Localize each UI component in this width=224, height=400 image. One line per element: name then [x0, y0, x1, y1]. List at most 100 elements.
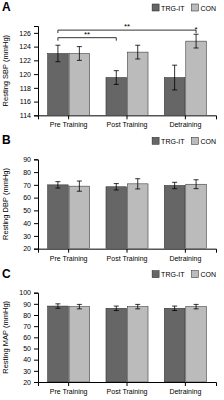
x-tick-mark	[127, 249, 128, 253]
y-tick-mark	[34, 337, 38, 338]
y-tick-label: 30	[23, 233, 31, 240]
annotations: *****	[58, 22, 198, 41]
error-bar	[172, 65, 177, 90]
y-tick: 124	[19, 43, 38, 50]
series	[48, 304, 185, 382]
bar	[164, 308, 185, 382]
x-tick-label: Detraining	[169, 255, 201, 263]
bar	[48, 185, 69, 249]
y-tick-label: 80	[23, 169, 31, 176]
significance-label: *	[195, 25, 198, 34]
x-axis: Pre TrainingPost TrainingDetraining	[39, 382, 217, 396]
y-tick: 126	[19, 30, 38, 37]
legend: TRG-ITCON	[152, 137, 216, 145]
y-tick-label: 116	[20, 98, 31, 105]
x-tick-mark	[68, 382, 69, 386]
y-tick-mark	[34, 102, 38, 103]
error-bar	[194, 34, 199, 48]
y-tick-label: 30	[23, 368, 31, 375]
y-axis-title: Resting DBP (mmHg)	[1, 168, 10, 240]
y-tick: 60	[23, 334, 38, 341]
panel-title: A	[2, 0, 11, 14]
legend-label: TRG-IT	[161, 271, 185, 278]
bar	[186, 307, 207, 382]
legend-label: TRG-IT	[161, 138, 185, 145]
error-bar	[55, 45, 60, 61]
y-tick-label: 40	[23, 356, 31, 363]
bar	[186, 41, 207, 115]
y-tick-mark	[34, 33, 38, 34]
x-tick: Detraining	[169, 249, 201, 263]
x-tick-mark	[127, 115, 128, 119]
x-tick: Detraining	[169, 115, 201, 129]
y-tick: 40	[23, 220, 38, 227]
y-tick-mark	[34, 304, 38, 305]
panel-title: B	[2, 133, 11, 147]
error-bar	[114, 71, 119, 85]
y-tick-mark	[34, 47, 38, 48]
y-tick-mark	[34, 60, 38, 61]
y-tick-label: 120	[19, 71, 31, 78]
y-tick: 100	[19, 289, 38, 296]
y-tick-mark	[34, 236, 38, 237]
legend-label: CON	[200, 271, 216, 278]
error-bar	[77, 47, 82, 61]
figure: 114 116 118 120 122 124 126 Pre TrainingPost Tr…	[0, 0, 224, 400]
legend-item: TRG-IT	[152, 4, 185, 12]
error-bar	[55, 304, 60, 308]
y-tick-mark	[34, 315, 38, 316]
x-tick-label: Pre Training	[50, 121, 88, 129]
plot-marks	[48, 34, 207, 115]
bar	[186, 184, 207, 248]
x-tick: Pre Training	[50, 115, 88, 129]
y-tick: 20	[23, 245, 38, 252]
panel: 114116118120122124126Pre TrainingPost Tr…	[1, 0, 217, 129]
legend-label: TRG-IT	[161, 5, 185, 12]
y-tick-label: 114	[20, 112, 31, 119]
legend-swatch	[152, 4, 159, 11]
x-tick: Pre Training	[50, 382, 88, 396]
y-tick: 50	[23, 207, 38, 214]
y-axis: 2030405060708090	[23, 156, 38, 252]
y-tick-label: 60	[23, 334, 31, 341]
y-tick: 122	[19, 57, 38, 64]
y-tick-label: 50	[23, 345, 31, 352]
x-tick-label: Detraining	[169, 388, 201, 396]
plot-marks	[48, 304, 207, 382]
error-bar	[114, 306, 119, 310]
y-tick-mark	[34, 172, 38, 173]
y-tick-label: 122	[19, 57, 31, 64]
bar	[127, 307, 148, 382]
series	[69, 179, 206, 249]
legend-swatch	[152, 271, 159, 278]
legend-item: TRG-IT	[152, 271, 185, 279]
y-tick: 90	[23, 156, 38, 163]
x-tick: Detraining	[169, 382, 201, 396]
y-axis-title: Resting MAP (mmHg)	[1, 300, 10, 373]
bar	[106, 308, 127, 382]
y-tick-label: 40	[23, 220, 31, 227]
y-tick-label: 118	[20, 85, 31, 92]
y-tick: 30	[23, 233, 38, 240]
error-bar	[55, 182, 60, 188]
legend-swatch	[191, 137, 198, 144]
y-tick-mark	[34, 115, 38, 116]
bar	[48, 306, 69, 382]
significance-label: **	[84, 30, 90, 39]
x-axis-line	[39, 383, 217, 387]
series	[48, 45, 185, 115]
legend: TRG-IT CON	[152, 271, 216, 279]
x-tick: Pre Training	[50, 249, 88, 263]
y-axis-line	[34, 27, 39, 116]
y-tick-label: 20	[23, 245, 31, 252]
y-tick-label: 70	[23, 182, 31, 189]
bar	[69, 307, 90, 382]
x-tick-mark	[127, 382, 128, 386]
bar	[69, 53, 90, 115]
legend: TRG-ITCON	[152, 4, 216, 12]
y-axis-line	[34, 160, 39, 249]
y-tick-label: 100	[19, 289, 31, 296]
y-tick: 70	[23, 182, 38, 189]
bar	[127, 184, 148, 249]
legend-item: TRG-IT	[152, 137, 185, 145]
